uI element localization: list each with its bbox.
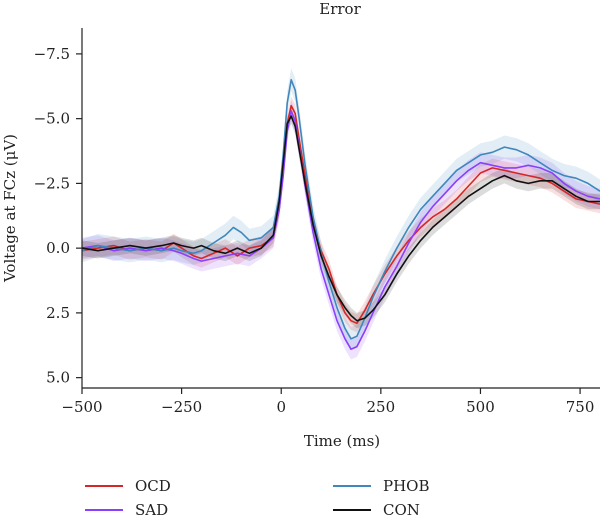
band-sad xyxy=(82,100,600,360)
x-tick-label: −250 xyxy=(161,398,202,416)
x-ticks: −500 −250 0 250 500 750 xyxy=(61,388,594,416)
x-tick-label: 750 xyxy=(566,398,595,416)
legend-label-sad: SAD xyxy=(135,501,168,519)
y-axis-label: Voltage at FCz (μV) xyxy=(1,134,19,283)
x-tick-label: 0 xyxy=(276,398,286,416)
line-sad xyxy=(81,110,600,350)
y-tick-label: −5.0 xyxy=(34,110,70,128)
y-tick-label: −7.5 xyxy=(34,45,70,63)
y-tick-label: 2.5 xyxy=(46,304,70,322)
line-ocd xyxy=(81,104,600,325)
line-con xyxy=(81,115,600,322)
x-tick-label: 500 xyxy=(466,398,495,416)
legend: OCD SAD PHOB CON xyxy=(85,477,430,519)
x-tick-label: −500 xyxy=(61,398,102,416)
legend-label-con: CON xyxy=(383,501,420,519)
x-axis-label: Time (ms) xyxy=(304,432,380,450)
y-ticks: −7.5 −5.0 −2.5 0.0 2.5 5.0 xyxy=(34,45,82,387)
axes: −500 −250 0 250 500 750 −7.5 −5.0 −2.5 0.0 2.5 5.0 xyxy=(34,28,600,416)
series-lines xyxy=(81,79,600,350)
legend-label-phob: PHOB xyxy=(383,477,430,495)
chart-title: Error xyxy=(319,0,361,18)
y-tick-label: −2.5 xyxy=(34,174,70,192)
y-tick-label: 5.0 xyxy=(46,369,70,387)
y-tick-label: 0.0 xyxy=(46,239,70,257)
x-tick-label: 250 xyxy=(367,398,396,416)
legend-label-ocd: OCD xyxy=(135,477,171,495)
confidence-bands xyxy=(82,68,600,360)
